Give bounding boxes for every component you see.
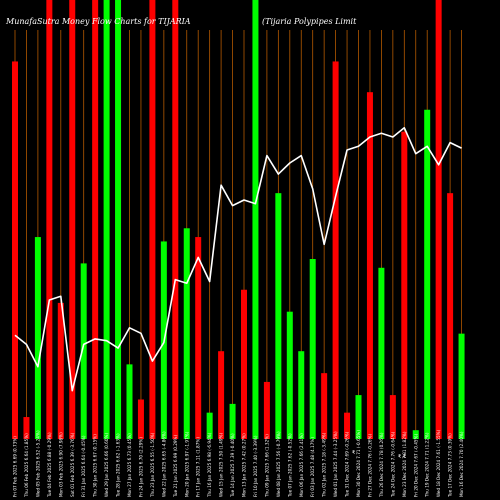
x-tick-label: Wed 05 Feb 2025 6.52 (-5.24%) <box>35 430 40 497</box>
x-tick-label: Fri 07 Feb 2025 6.69 (0.73%) <box>13 436 18 497</box>
x-tick-label: Thu 19 Dec 2024 7.71 (1.22%) <box>425 432 430 498</box>
volume-bar <box>389 395 396 439</box>
volume-bar <box>137 399 144 439</box>
x-tick-label: Thu 23 Jan 2025 6.55 (-1.50%) <box>150 432 155 498</box>
volume-bar <box>183 228 190 439</box>
volume-bar <box>241 289 247 439</box>
x-tick-label: Wed 01 Jan 2025 7.44 (-3.25%) <box>333 431 338 497</box>
x-tick-label: Mon 06 Jan 2025 7.66 (2.41%) <box>299 433 304 497</box>
volume-bar <box>229 403 236 439</box>
price-line-layer <box>14 127 462 392</box>
volume-bar <box>46 0 53 439</box>
x-tick-label: Fri 20 Dec 2024 7.67 (-0.45%) <box>413 433 418 497</box>
volume-bar <box>206 412 213 439</box>
volume-bar <box>80 263 87 439</box>
chart-title-left: MunafaSutra Money Flow Charts for TIJARI… <box>5 17 191 26</box>
volume-bar <box>321 373 328 439</box>
x-tick-label: Tue 17 Dec 2024 7.73 (0.39%) <box>448 433 453 498</box>
volume-bar <box>366 92 373 439</box>
volume-bar <box>252 0 259 439</box>
volume-bar <box>149 0 156 439</box>
x-tick-label: Tue 04 Feb 2025 6.88 (-0.29%) <box>47 432 52 498</box>
x-tick-label: Wed 08 Jan 2025 7.56 (-0.79%) <box>276 431 281 497</box>
x-tick-label: Fri 24 Jan 2025 6.70 (2.29%) <box>138 437 143 497</box>
x-tick-label: Thu 09 Jan 2025 7.66 (1.32%) <box>264 434 269 498</box>
x-tick-label: Fri 27 Dec 2024 7.76 (-0.26%) <box>367 433 372 497</box>
volume-bar <box>286 311 293 439</box>
x-tick-label: Thu 02 Jan 2025 7.18 (-3.49%) <box>322 432 327 498</box>
x-tick-label: Mon 23 Dec 2024 7.81 (1.82%) <box>402 431 407 497</box>
volume-bar <box>412 430 419 439</box>
currency-annotation-1: ₹ <box>352 450 355 456</box>
x-tick-label: Thu 26 Dec 2024 7.78 (0.26%) <box>379 432 384 498</box>
x-tick-label: Fri 10 Jan 2025 7.40 (-3.39%) <box>253 435 258 497</box>
volume-bar <box>298 351 305 439</box>
x-tick-label: Wed 22 Jan 2025 6.65 (-4.86%) <box>161 431 166 497</box>
volume-bar <box>401 131 408 439</box>
volume-bar <box>275 193 282 439</box>
x-tick-label: Mon 03 Feb 2025 6.90 (7.98%) <box>58 432 63 497</box>
x-tick-label: Fri 31 Jan 2025 6.64 (-0.45%) <box>81 435 86 497</box>
x-tick-label: Mon 27 Jan 2025 6.73 (0.45%) <box>127 433 132 497</box>
x-tick-label: Thu 06 Feb 2025 6.64 (1.85%) <box>24 433 29 498</box>
volume-bar <box>458 333 465 439</box>
x-tick-label: Mon 16 Dec 2024 7.70 (2.40%) <box>459 431 464 497</box>
volume-bar <box>309 259 316 439</box>
volume-bar <box>126 364 133 439</box>
volume-bar <box>195 237 202 439</box>
volume-bar <box>263 381 270 439</box>
x-tick-label: Tue 07 Jan 2025 7.62 (-0.52%) <box>287 433 292 498</box>
x-tick-label: Mon 20 Jan 2025 6.97 (-1.97%) <box>184 431 189 497</box>
x-tick-label: Tue 21 Jan 2025 6.99 (0.29%) <box>173 434 178 498</box>
x-tick-label: Mon 13 Jan 2025 7.42 (0.27%) <box>242 433 247 497</box>
volume-bar <box>57 302 64 439</box>
volume-bar <box>447 193 454 439</box>
x-tick-label: Tue 28 Jan 2025 6.62 (-1.63%) <box>116 433 121 498</box>
volume-bar <box>332 61 339 440</box>
x-tick-label: Mon 30 Dec 2024 7.71 (-0.65%) <box>356 430 361 497</box>
volume-bar <box>34 237 41 439</box>
x-tick-label: Tue 14 Jan 2025 7.39 (-0.40%) <box>230 433 235 498</box>
volume-bar <box>12 61 18 440</box>
price-line <box>14 127 462 392</box>
volume-bar <box>103 0 110 439</box>
currency-annotation-2: ₹ ₹ <box>398 454 406 460</box>
volume-bar <box>344 412 351 439</box>
volume-bar <box>115 0 122 439</box>
x-tick-label: Sat 01 Feb 2025 6.39 (-3.76%) <box>70 432 75 497</box>
x-tick-label: Tue 31 Dec 2024 7.69 (-0.26%) <box>345 431 350 498</box>
x-tick-label: Tue 24 Dec 2024 7.76 (-0.64%) <box>390 431 395 498</box>
volume-bar <box>172 0 179 439</box>
volume-bar <box>435 0 442 439</box>
chart-title-right: (Tijaria Polypipes Limit <box>262 17 357 26</box>
x-tick-labels: Fri 07 Feb 2025 6.69 (0.73%) Thu 06 Feb 2… <box>13 429 465 498</box>
volume-bar <box>424 109 431 439</box>
x-tick-label: Wed 18 Dec 2024 7.61 (-1.55%) <box>436 429 441 497</box>
x-tick-label: Thu 30 Jan 2025 6.67 (0.15%) <box>93 434 98 498</box>
volume-bar <box>23 417 30 439</box>
x-tick-label: Fri 17 Jan 2025 7.11 (1.87%) <box>196 437 201 497</box>
x-tick-label: Wed 15 Jan 2025 7.50 (1.49%) <box>219 433 224 497</box>
x-tick-label: Fri 03 Jan 2025 7.48 (4.17%) <box>310 437 315 497</box>
volume-bar <box>378 267 385 439</box>
x-tick-label: Wed 29 Jan 2025 6.66 (0.60%) <box>104 433 109 497</box>
x-tick-label: Thu 16 Jan 2025 6.98 (-6.94%) <box>207 432 212 498</box>
volume-bar <box>69 0 76 439</box>
volume-bar <box>92 0 99 439</box>
volume-bar <box>355 395 362 439</box>
volume-bar <box>218 351 225 439</box>
